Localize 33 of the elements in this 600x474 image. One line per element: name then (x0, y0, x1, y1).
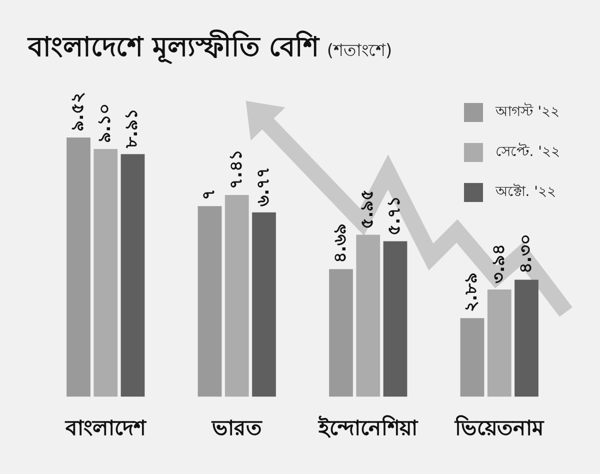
data-label: ৫.৭১ (384, 196, 405, 236)
bar (198, 206, 222, 397)
chart-title: বাংলাদেশে মূল্যস্ফীতি বেশি (28, 32, 319, 63)
bar (514, 280, 538, 397)
data-label: ৬.৭৭ (253, 166, 274, 206)
data-label: ২.৮৯ (462, 272, 482, 312)
legend-label: অক্টো. '২২ (495, 182, 556, 202)
data-label: ৮.৯১ (122, 108, 142, 150)
bar (94, 148, 118, 397)
data-label: ৪.৬৯ (330, 224, 350, 264)
bar (120, 154, 145, 397)
legend-label: আগস্ট '২২ (495, 102, 560, 122)
data-label: ৪.৩০ (516, 234, 536, 274)
bar (66, 138, 90, 397)
data-label: ৩.৯৪ (488, 244, 509, 284)
bar (252, 212, 276, 397)
data-label: ৯.৫২ (68, 92, 88, 132)
bar (224, 195, 249, 397)
data-label: ৯.১০ (95, 104, 116, 143)
legend-label: সেপ্টে. '২২ (495, 142, 560, 162)
bar (329, 269, 353, 397)
bar (487, 290, 512, 397)
x-tick-label: ভারত (210, 416, 263, 440)
x-tick-label: ভিয়েতনাম (454, 414, 545, 440)
x-tick-label: ইন্দোনেশিয়া (318, 414, 419, 440)
data-label: ৫.৯৫ (358, 189, 378, 229)
bar (356, 234, 380, 397)
data-label: ৭.৪১ (226, 150, 246, 189)
bar (460, 318, 484, 397)
chart-subtitle: (শতাংশে) (326, 41, 392, 61)
bar (383, 241, 408, 397)
x-tick-label: বাংলাদেশ (64, 416, 148, 440)
data-label: ৭ (199, 189, 220, 200)
